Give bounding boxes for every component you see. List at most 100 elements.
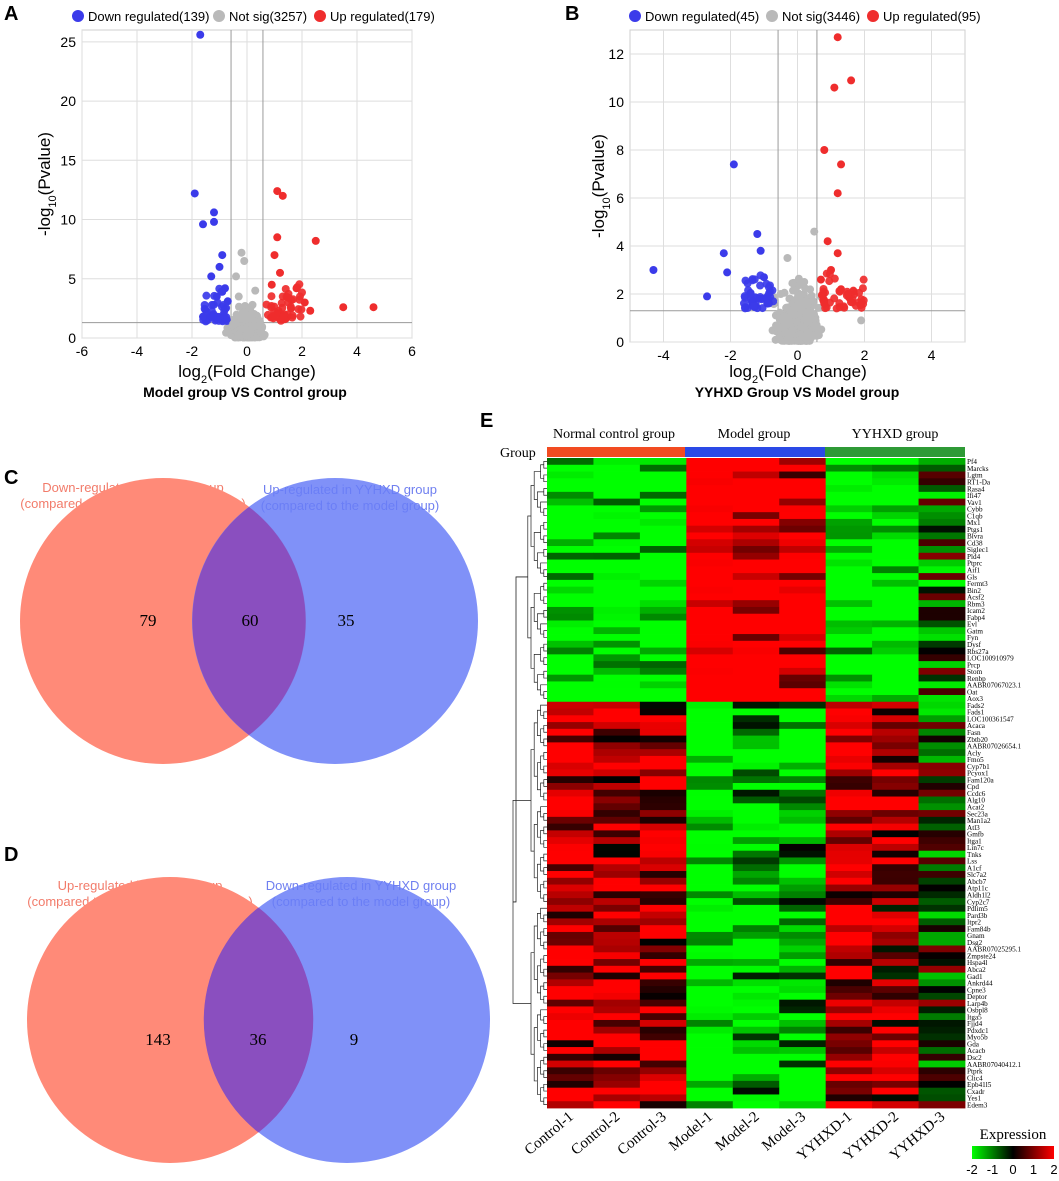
gene-label: Prcp: [967, 661, 981, 669]
y-tick-label: 0: [616, 334, 624, 350]
heatmap-cell: [593, 1060, 641, 1068]
gene-label: Aif1: [967, 567, 981, 575]
data-point-down: [210, 208, 218, 217]
heatmap-cell: [593, 715, 641, 723]
dendrogram-branch: [543, 670, 547, 679]
y-tick-label: 20: [60, 93, 76, 109]
heatmap-cell: [593, 485, 641, 493]
gene-label: Fjjd4: [967, 1020, 983, 1028]
heatmap-cell: [639, 559, 687, 567]
heatmap-cell: [825, 681, 873, 689]
heatmap-cell: [779, 694, 827, 703]
panel-letter-a: A: [4, 3, 18, 25]
gene-label: Dsc2: [967, 1054, 982, 1062]
heatmap-cell: [872, 1094, 919, 1102]
legend-a-up-swatch: [314, 10, 326, 22]
heatmap-cell: [547, 505, 594, 513]
heatmap-cell: [732, 959, 780, 967]
heatmap-cell: [779, 749, 827, 757]
heatmap-cell: [779, 864, 827, 872]
heatmap-cell: [732, 769, 780, 777]
heatmap-cell: [639, 458, 687, 466]
heatmap-cell: [872, 1047, 919, 1055]
gene-label: Ptprk: [967, 1068, 983, 1076]
heatmap-cell: [825, 694, 873, 703]
heatmap-cell: [825, 986, 873, 994]
dendrogram-branch: [543, 1016, 547, 1024]
heatmap-cell: [872, 891, 919, 899]
heatmap-cell: [918, 1074, 966, 1082]
venn-c-overlap: [192, 507, 306, 735]
heatmap-cell: [593, 539, 641, 547]
heatmap-cell: [686, 552, 734, 560]
heatmap-cell: [825, 722, 873, 730]
heatmap-cell: [779, 512, 827, 520]
heatmap-cell: [918, 904, 966, 913]
heatmap-cell: [686, 715, 734, 723]
gene-label: Icam2: [967, 607, 985, 615]
data-point-down: [212, 292, 221, 301]
heatmap-cell: [825, 498, 873, 506]
data-point-notsig: [803, 328, 812, 337]
heatmap-cell: [825, 654, 873, 662]
heatmap-cell: [872, 843, 919, 852]
heatmap-cell: [872, 518, 919, 527]
heatmap-cell: [593, 701, 641, 709]
heatmap-cell: [593, 911, 641, 919]
heatmap-cell: [918, 1047, 966, 1055]
heatmap-cell: [918, 945, 966, 953]
data-point-up: [297, 288, 306, 297]
heatmap-cell: [872, 512, 919, 520]
data-point-up: [837, 285, 846, 294]
gene-label: Aldh1l2: [967, 892, 991, 900]
heatmap-cell: [547, 654, 594, 662]
gene-label: Cyp2c7: [967, 898, 990, 906]
heatmap-cell: [639, 1053, 687, 1062]
heatmap-cell: [872, 1074, 919, 1082]
dendrogram-branch: [543, 853, 547, 862]
heatmap-cell: [639, 573, 687, 581]
data-point-up: [837, 160, 846, 169]
gene-label: Atp11c: [967, 885, 988, 893]
heatmap-cell: [732, 1074, 780, 1082]
heatmap-cell: [547, 952, 594, 960]
heatmap-cell: [825, 755, 873, 764]
heatmap-cell: [779, 634, 827, 642]
heatmap-cell: [547, 749, 594, 757]
heatmap-cell: [732, 1053, 780, 1062]
legend-a: Down regulated(139) Not sig(3257) Up reg…: [72, 9, 435, 24]
heatmap-cell: [547, 850, 594, 858]
heatmap-cell: [779, 471, 827, 479]
heatmap-cell: [639, 749, 687, 757]
heatmap-cell: [825, 525, 873, 533]
dendrogram-branch: [540, 830, 544, 845]
heatmap-cell: [686, 505, 734, 513]
heatmap-cell: [918, 613, 966, 621]
heatmap-cell: [686, 559, 734, 567]
dendrogram-branch: [543, 1043, 547, 1051]
heatmap-cell: [686, 464, 734, 472]
heatmap-cell: [593, 898, 641, 906]
heatmap-cell: [872, 1026, 919, 1034]
heatmap-cell: [872, 613, 919, 621]
heatmap-cell: [918, 593, 966, 601]
heatmap-cell: [686, 728, 734, 737]
heatmap-cell: [686, 823, 734, 831]
heatmap-cell: [593, 925, 641, 933]
heatmap-cell: [547, 837, 594, 845]
gene-label: Rbs27a: [967, 648, 989, 656]
heatmap-cell: [639, 877, 687, 885]
heatmap-cell: [825, 593, 873, 601]
heatmap-cell: [593, 783, 641, 791]
heatmap-cell: [872, 999, 919, 1007]
heatmap-cell: [639, 627, 687, 635]
heatmap-cell: [779, 485, 827, 493]
gene-label: Ankrd44: [967, 980, 993, 988]
heatmap-cell: [593, 931, 641, 940]
heatmap-cell: [872, 857, 919, 865]
heatmap-cell: [918, 871, 966, 879]
heatmap-cell: [825, 1074, 873, 1082]
heatmap-cell: [825, 552, 873, 560]
heatmap-cell: [593, 647, 641, 655]
heatmap-cell: [639, 1094, 687, 1102]
